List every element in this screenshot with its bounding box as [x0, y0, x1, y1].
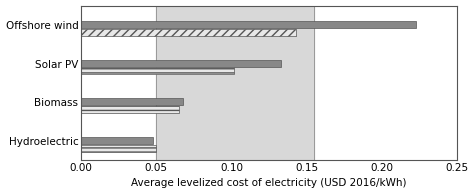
- Bar: [81, 137, 153, 144]
- Bar: [81, 21, 416, 28]
- Bar: [156, 6, 314, 160]
- Bar: [81, 106, 179, 113]
- Bar: [81, 145, 156, 152]
- Bar: [81, 98, 183, 105]
- X-axis label: Average levelized cost of electricity (USD 2016/kWh): Average levelized cost of electricity (U…: [131, 178, 407, 188]
- Bar: [81, 67, 235, 74]
- Bar: [81, 29, 296, 36]
- Bar: [81, 60, 281, 67]
